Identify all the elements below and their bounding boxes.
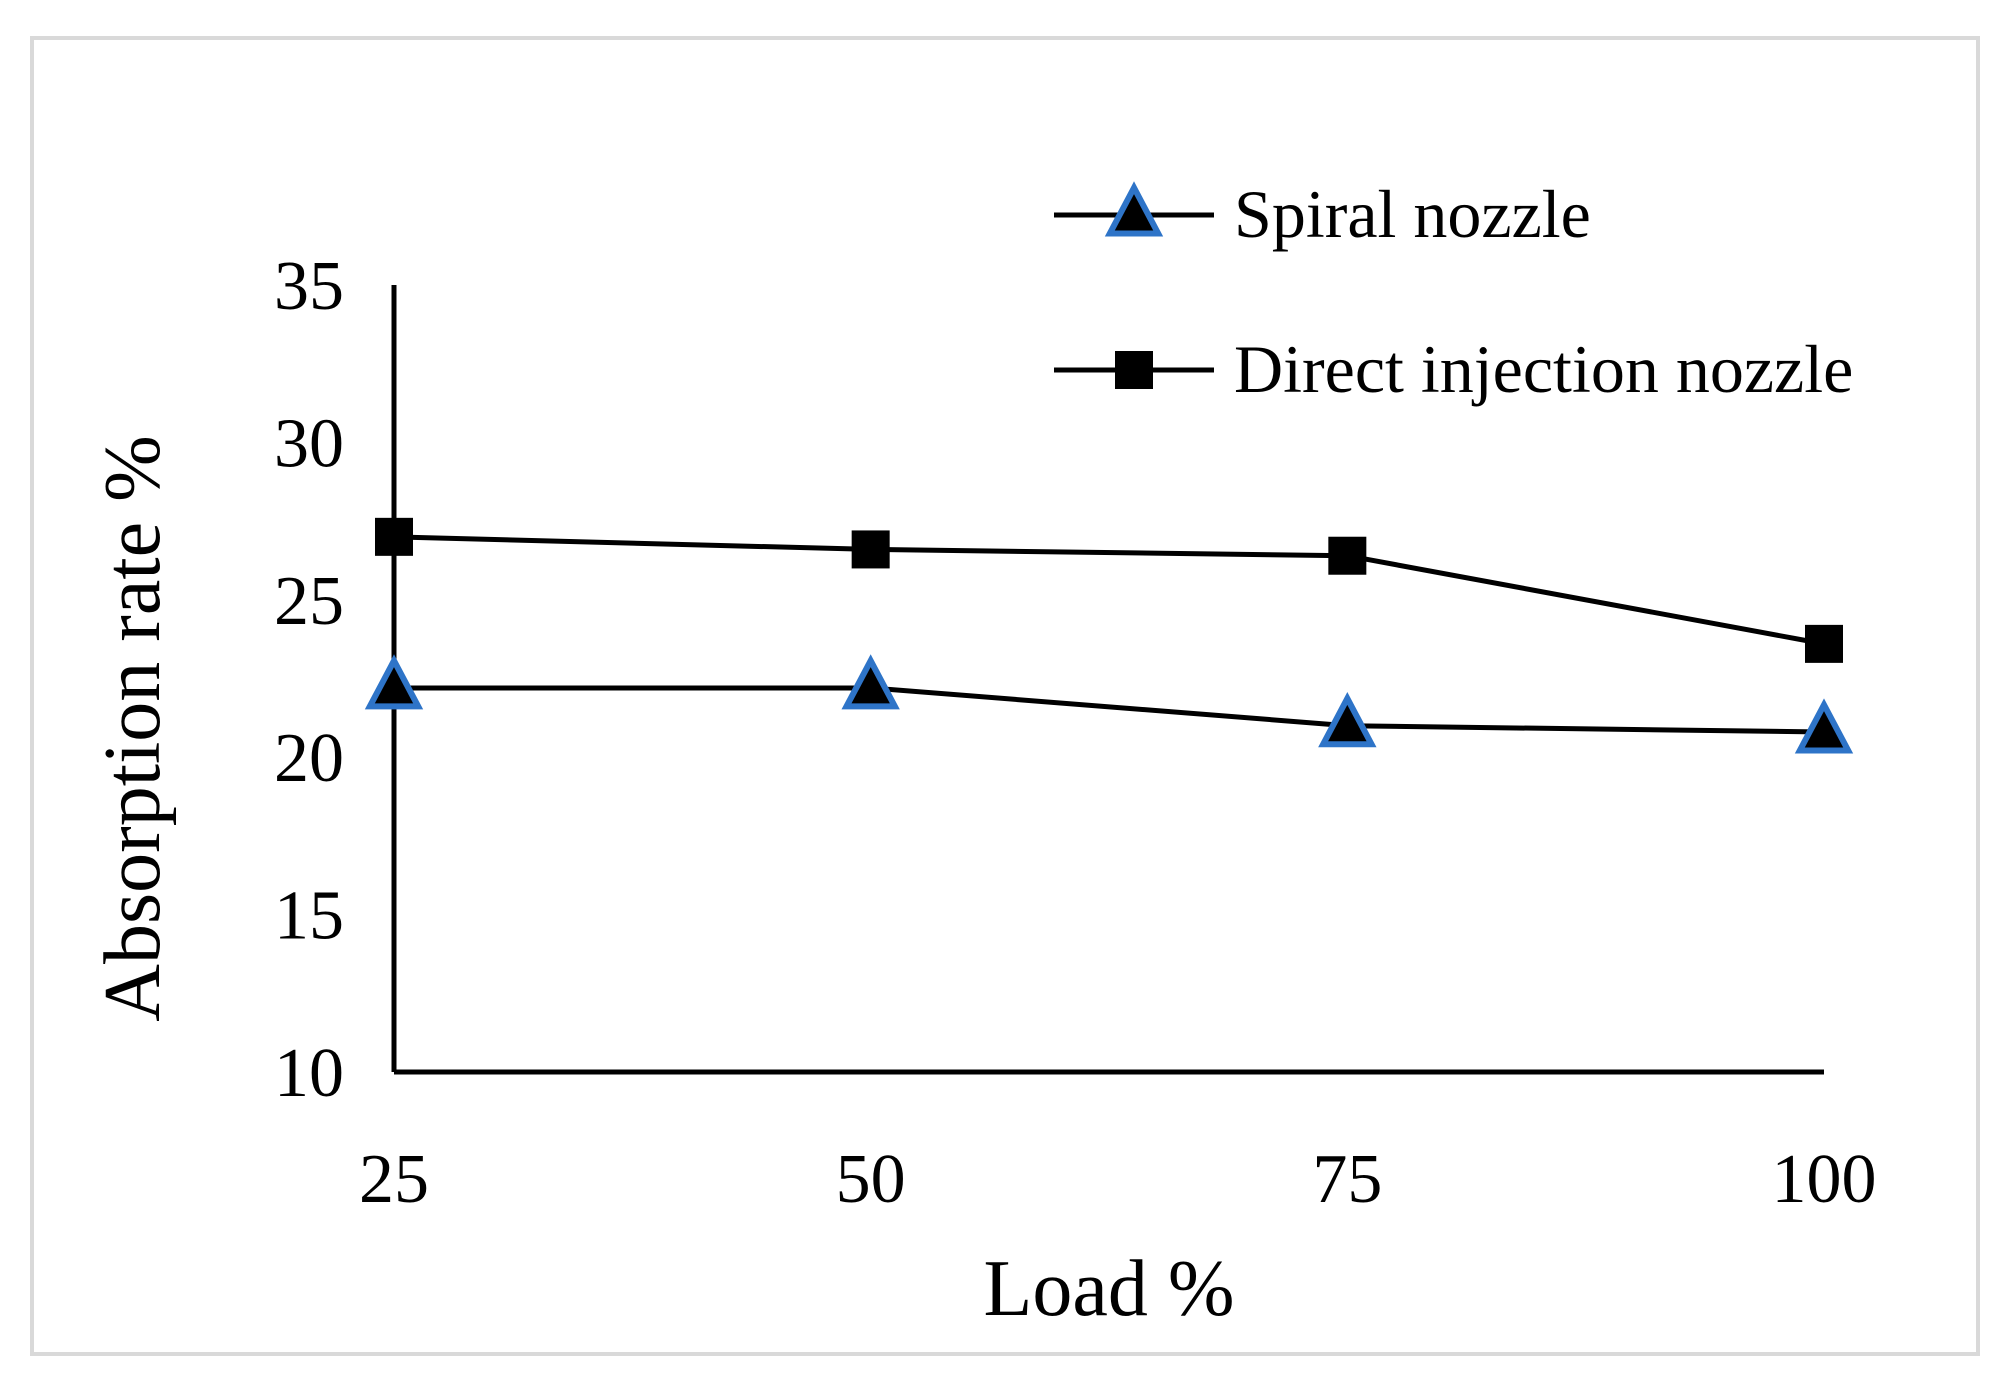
legend: Spiral nozzle Direct injection nozzle (1054, 176, 1853, 407)
series-spiral-nozzle (364, 654, 1854, 754)
y-tick-label: 20 (274, 720, 344, 797)
x-tick-labels: 25 50 75 100 (359, 1141, 1877, 1218)
data-point-square (375, 517, 413, 556)
series-line (394, 685, 1825, 735)
legend-label: Direct injection nozzle (1234, 331, 1853, 407)
y-tick-label: 25 (274, 563, 344, 640)
chart-frame: 10 15 20 25 30 35 25 50 75 100 Load % Absorption… (30, 36, 1980, 1356)
x-tick-label: 100 (1772, 1141, 1877, 1218)
data-point-triangle (364, 654, 424, 710)
data-point-square (1805, 624, 1843, 663)
data-point-square (851, 530, 890, 569)
data-point-square (1328, 536, 1367, 575)
y-tick-labels: 10 15 20 25 30 35 (274, 248, 344, 1112)
data-point-triangle (841, 654, 900, 710)
y-tick-label: 15 (274, 878, 344, 955)
series-line (393, 534, 1825, 647)
y-tick-label: 10 (274, 1035, 344, 1112)
legend-item: Spiral nozzle (1054, 176, 1591, 252)
legend-square-marker (1115, 351, 1153, 389)
series-layer (364, 517, 1854, 754)
data-point-triangle (1794, 698, 1854, 754)
x-tick-label: 50 (836, 1141, 906, 1218)
series-direct-injection-nozzle (375, 517, 1843, 663)
legend-label: Spiral nozzle (1234, 176, 1591, 252)
x-axis-title: Load % (983, 1245, 1234, 1333)
data-point-triangle (1318, 692, 1377, 748)
line-chart: 10 15 20 25 30 35 25 50 75 100 Load % Absorption… (89, 176, 1877, 1333)
y-tick-label: 35 (274, 248, 344, 325)
legend-triangle-marker (1104, 181, 1164, 237)
x-tick-label: 75 (1312, 1141, 1382, 1218)
y-axis-title: Absorption rate % (89, 435, 177, 1022)
y-tick-label: 30 (274, 405, 344, 482)
x-tick-label: 25 (359, 1141, 429, 1218)
legend-item: Direct injection nozzle (1054, 331, 1853, 407)
